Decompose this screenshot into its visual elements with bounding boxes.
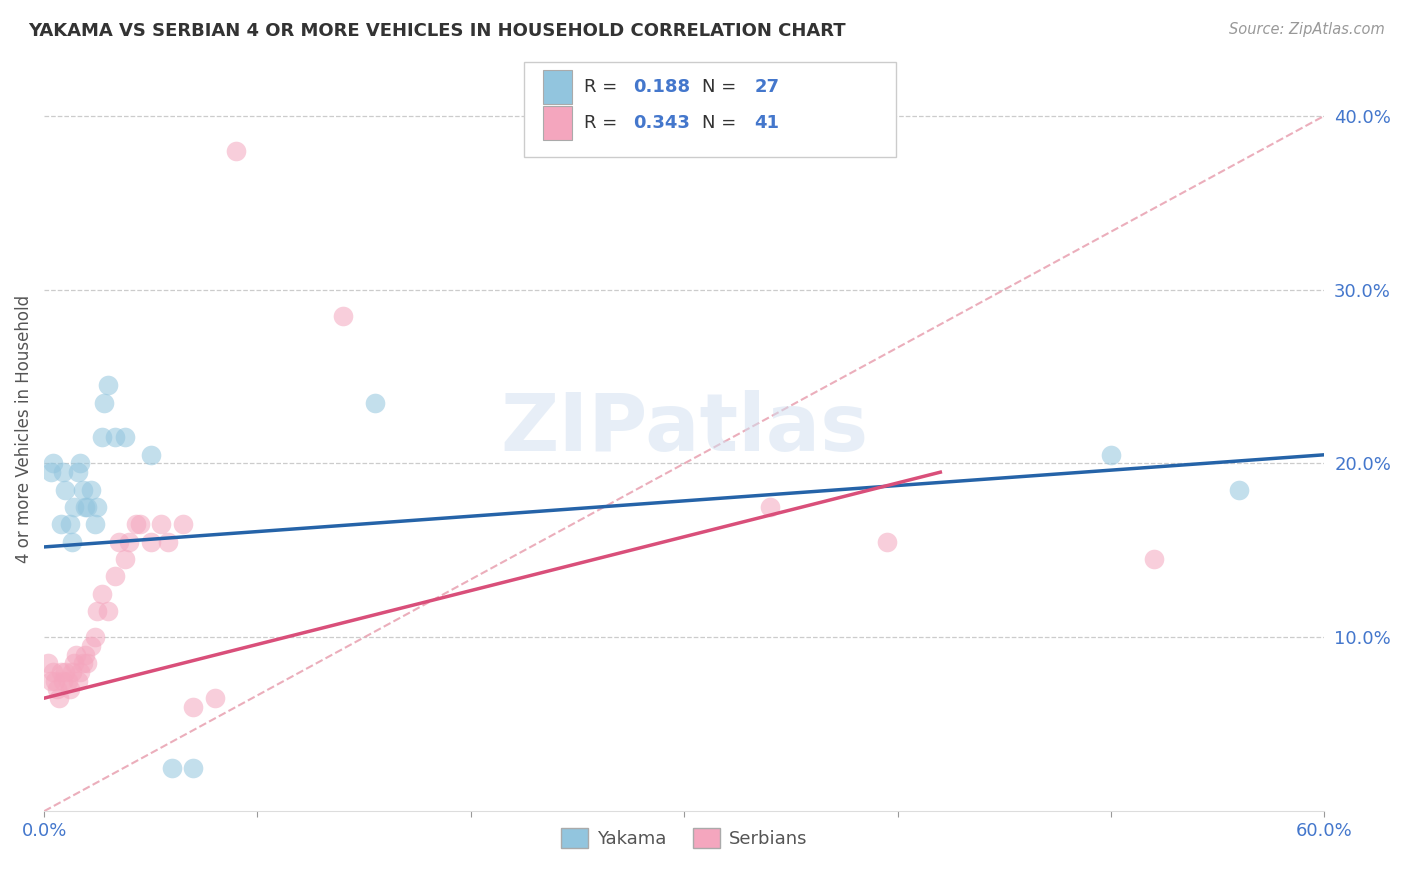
Point xyxy=(1227,483,1250,497)
Point xyxy=(69,457,91,471)
Point xyxy=(45,682,67,697)
Point xyxy=(76,500,98,514)
Point xyxy=(52,673,75,688)
Text: 41: 41 xyxy=(755,113,780,132)
Point xyxy=(59,682,82,697)
Point xyxy=(67,673,90,688)
Point xyxy=(364,395,387,409)
Point xyxy=(1099,448,1122,462)
Point xyxy=(72,483,94,497)
Point xyxy=(114,552,136,566)
Point xyxy=(80,639,103,653)
Point xyxy=(139,448,162,462)
Point xyxy=(39,465,62,479)
Point xyxy=(225,144,247,158)
Point xyxy=(114,430,136,444)
Point xyxy=(139,534,162,549)
Text: 27: 27 xyxy=(755,78,780,95)
FancyBboxPatch shape xyxy=(544,105,572,140)
Point xyxy=(172,517,194,532)
Legend: Yakama, Serbians: Yakama, Serbians xyxy=(554,821,815,855)
Point xyxy=(332,309,354,323)
Text: R =: R = xyxy=(585,113,623,132)
Point xyxy=(76,657,98,671)
Point xyxy=(107,534,129,549)
Text: 0.343: 0.343 xyxy=(633,113,690,132)
Point xyxy=(84,517,107,532)
Point xyxy=(51,665,73,679)
Text: YAKAMA VS SERBIAN 4 OR MORE VEHICLES IN HOUSEHOLD CORRELATION CHART: YAKAMA VS SERBIAN 4 OR MORE VEHICLES IN … xyxy=(28,22,846,40)
Text: Source: ZipAtlas.com: Source: ZipAtlas.com xyxy=(1229,22,1385,37)
FancyBboxPatch shape xyxy=(544,70,572,104)
Point xyxy=(60,665,83,679)
Point xyxy=(156,534,179,549)
Point xyxy=(103,569,125,583)
Text: N =: N = xyxy=(702,78,742,95)
Point xyxy=(55,483,77,497)
Point xyxy=(41,665,63,679)
Point xyxy=(125,517,148,532)
Point xyxy=(204,691,226,706)
Text: R =: R = xyxy=(585,78,623,95)
Point xyxy=(63,657,86,671)
Point xyxy=(69,665,91,679)
Point xyxy=(60,534,83,549)
Point xyxy=(73,500,96,514)
Point xyxy=(118,534,141,549)
Point xyxy=(67,465,90,479)
Point xyxy=(72,657,94,671)
Point xyxy=(876,534,898,549)
Text: 0.188: 0.188 xyxy=(633,78,690,95)
Point xyxy=(183,761,205,775)
Point xyxy=(41,457,63,471)
Point xyxy=(1143,552,1166,566)
Point xyxy=(59,517,82,532)
Text: N =: N = xyxy=(702,113,742,132)
Point xyxy=(90,430,112,444)
Point xyxy=(86,500,108,514)
Point xyxy=(52,465,75,479)
Point xyxy=(103,430,125,444)
Point xyxy=(97,378,120,392)
Point xyxy=(86,604,108,618)
FancyBboxPatch shape xyxy=(524,62,896,157)
Point xyxy=(129,517,152,532)
Point xyxy=(56,673,79,688)
Point xyxy=(80,483,103,497)
Point xyxy=(160,761,183,775)
Point xyxy=(39,673,62,688)
Point xyxy=(44,673,66,688)
Point xyxy=(55,665,77,679)
Point xyxy=(758,500,780,514)
Y-axis label: 4 or more Vehicles in Household: 4 or more Vehicles in Household xyxy=(15,294,32,563)
Point xyxy=(84,630,107,644)
Text: ZIPatlas: ZIPatlas xyxy=(501,390,869,467)
Point xyxy=(48,691,70,706)
Point xyxy=(90,587,112,601)
Point xyxy=(63,500,86,514)
Point xyxy=(150,517,173,532)
Point xyxy=(65,648,87,662)
Point xyxy=(183,699,205,714)
Point xyxy=(73,648,96,662)
Point xyxy=(51,517,73,532)
Point xyxy=(93,395,115,409)
Point xyxy=(97,604,120,618)
Point xyxy=(37,657,59,671)
